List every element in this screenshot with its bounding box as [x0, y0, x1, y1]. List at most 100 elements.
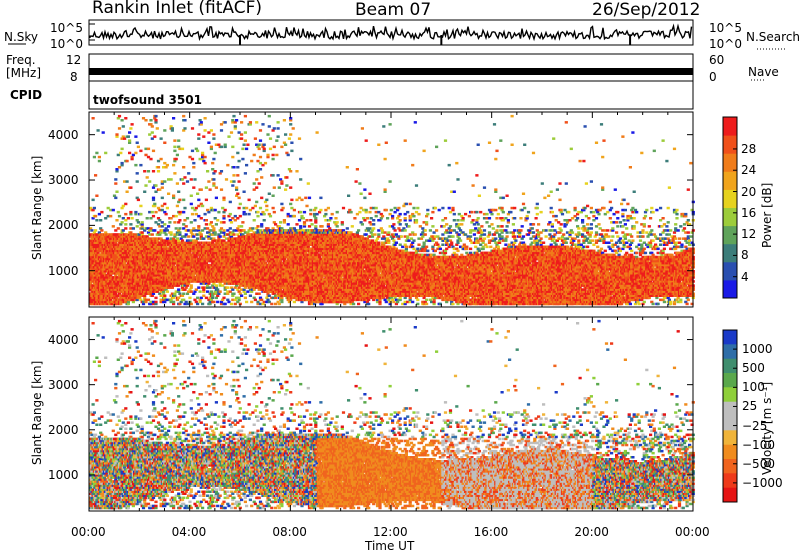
heatmap-cell [124, 227, 127, 230]
heatmap-cell [222, 197, 225, 200]
heatmap-cell [196, 237, 199, 240]
heatmap-cell [236, 193, 239, 196]
heatmap-cell [200, 217, 203, 220]
heatmap-cell [157, 170, 160, 173]
heatmap-cell [93, 207, 96, 210]
heatmap-cell [139, 205, 142, 208]
heatmap-cell [154, 211, 157, 214]
heatmap-cell [166, 164, 169, 167]
heatmap-cell [134, 152, 137, 155]
heatmap-cell [175, 158, 178, 161]
heatmap-cell [153, 135, 156, 138]
heatmap-cell [136, 180, 139, 183]
heatmap-cell [238, 207, 241, 210]
heatmap-cell [192, 186, 195, 189]
heatmap-cell [178, 231, 181, 234]
heatmap-cell [146, 176, 149, 179]
heatmap-cell [144, 184, 147, 187]
heatmap-cell [97, 129, 100, 132]
heatmap-cell [244, 131, 247, 134]
heatmap-cell [206, 170, 209, 173]
heatmap-cell [122, 125, 125, 128]
heatmap-cell [220, 188, 223, 191]
heatmap-cell [104, 152, 107, 155]
heatmap-cell [205, 186, 208, 189]
heatmap-cell [240, 133, 243, 136]
heatmap-cell [222, 215, 225, 218]
heatmap-cell [219, 235, 222, 238]
heatmap-cell [117, 211, 120, 214]
heatmap-cell [109, 215, 112, 218]
heatmap-cell [239, 215, 242, 218]
heatmap-cell [92, 199, 95, 202]
heatmap-cell [212, 178, 215, 181]
heatmap-cell [197, 225, 200, 228]
heatmap-cell [188, 297, 191, 300]
heatmap-cell [245, 301, 248, 304]
heatmap-cell [167, 193, 170, 196]
heatmap-cell [197, 137, 200, 140]
heatmap-cell [141, 221, 144, 224]
heatmap-cell [94, 174, 97, 177]
heatmap-cell [177, 288, 180, 291]
heatmap-cell [152, 197, 155, 200]
heatmap-cell [191, 213, 194, 216]
heatmap-cell [182, 293, 185, 296]
heatmap-cell [161, 197, 164, 200]
heatmap-cell [204, 213, 207, 216]
heatmap-cell [119, 152, 122, 155]
heatmap-cell [192, 166, 195, 169]
heatmap-cell [127, 135, 130, 138]
heatmap-cell [229, 227, 232, 230]
heatmap-cell [154, 119, 157, 122]
heatmap-cell [94, 229, 97, 232]
heatmap-cell [173, 146, 176, 149]
heatmap-cell [190, 195, 193, 198]
heatmap-cell [154, 301, 157, 304]
heatmap-cell [152, 150, 155, 153]
heatmap-cell [210, 129, 213, 132]
heatmap-cell [144, 119, 147, 122]
heatmap-cell [217, 211, 220, 214]
heatmap-cell [191, 158, 194, 161]
heatmap-cell [204, 156, 207, 159]
heatmap-cell [165, 233, 168, 236]
heatmap-cell [154, 115, 157, 118]
heatmap-cell [199, 290, 202, 293]
heatmap-cell [191, 150, 194, 153]
heatmap-cell [129, 211, 132, 214]
heatmap-cell [137, 199, 140, 202]
heatmap-cell [224, 121, 227, 124]
heatmap-cell [220, 170, 223, 173]
heatmap-cell [231, 156, 234, 159]
heatmap-cell [215, 223, 218, 226]
heatmap-cell [178, 219, 181, 222]
heatmap-cell [232, 115, 235, 118]
heatmap-cell [200, 233, 203, 236]
heatmap-cell [211, 162, 214, 165]
heatmap-cell [210, 221, 213, 224]
heatmap-cell [205, 199, 208, 202]
heatmap-cell [186, 217, 189, 220]
heatmap-cell [149, 158, 152, 161]
heatmap-cell [243, 191, 246, 194]
heatmap-cell [214, 231, 217, 234]
heatmap-cell [229, 201, 232, 204]
heatmap-cell [232, 180, 235, 183]
nave-trace [89, 68, 693, 75]
heatmap-cell [146, 217, 149, 220]
heatmap-cell [163, 180, 166, 183]
heatmap-cell [166, 290, 169, 293]
heatmap-cell [178, 199, 181, 202]
heatmap-cell [124, 213, 127, 216]
heatmap-cell [177, 191, 180, 194]
heatmap-cell [209, 188, 212, 191]
heatmap-cell [94, 215, 97, 218]
heatmap-cell [224, 303, 227, 306]
heatmap-cell [236, 152, 239, 155]
heatmap-cell [129, 223, 132, 226]
heatmap-cell [229, 213, 232, 216]
heatmap-cell [149, 119, 152, 122]
heatmap-cell [183, 119, 186, 122]
heatmap-cell [183, 127, 186, 130]
